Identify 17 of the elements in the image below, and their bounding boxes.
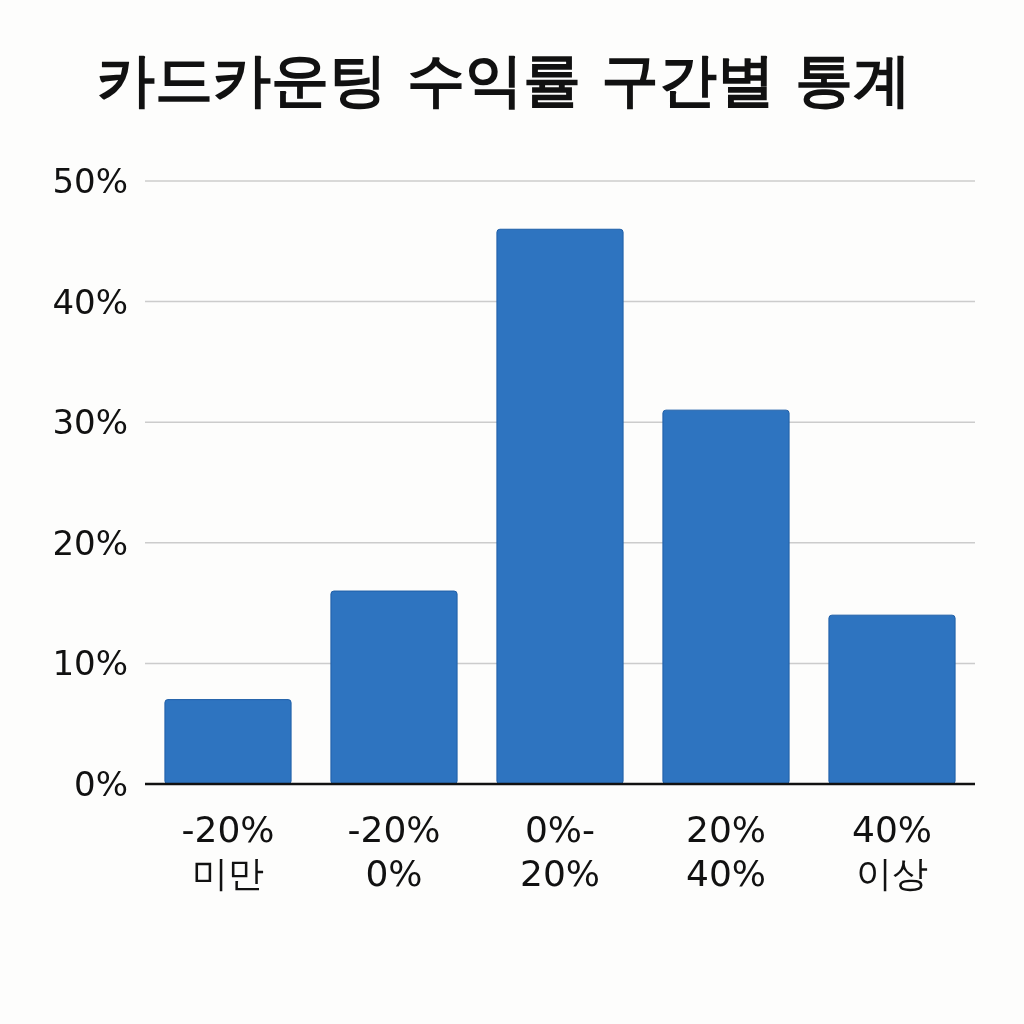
x-tick-label: 0%- 20% bbox=[519, 809, 601, 894]
x-tick-label: -20% 0% bbox=[347, 809, 441, 894]
bar bbox=[496, 228, 624, 785]
bar bbox=[662, 409, 790, 785]
y-tick-label: 50% bbox=[52, 161, 128, 201]
bar bbox=[164, 699, 292, 785]
bar bbox=[330, 590, 458, 785]
y-tick-label: 0% bbox=[74, 764, 128, 804]
chart-title: 카드카운팅 수익률 구간별 통계 bbox=[96, 46, 912, 114]
x-tick-label: 40% 이상 bbox=[851, 809, 933, 894]
bar bbox=[828, 614, 956, 785]
y-tick-label: 40% bbox=[52, 281, 128, 322]
x-tick-label: 20% 40% bbox=[685, 809, 767, 894]
y-tick-label: 10% bbox=[52, 643, 128, 684]
x-tick-label: -20% 미만 bbox=[181, 809, 275, 894]
y-tick-label: 30% bbox=[52, 402, 128, 443]
y-tick-label: 20% bbox=[52, 522, 128, 563]
